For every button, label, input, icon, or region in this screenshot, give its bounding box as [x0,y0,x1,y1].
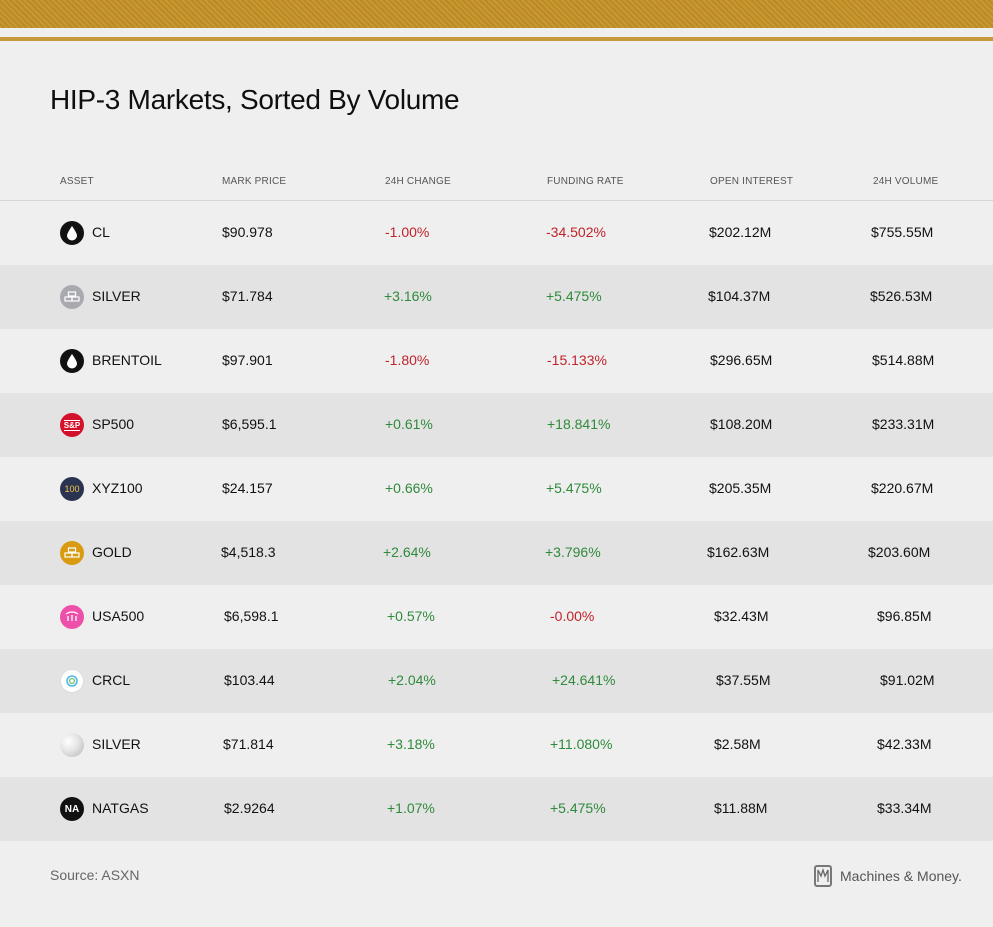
page-title: HIP-3 Markets, Sorted By Volume [50,84,460,115]
asset-name: SP500 [92,416,135,432]
column-header-funding-rate: FUNDING RATE [547,176,624,187]
table-row: CRCL $103.44 +2.04% +24.641% $37.55M $91… [0,649,993,713]
open-interest: $104.37M [708,288,771,304]
table-row: S&P SP500 $6,595.1 +0.61% +18.841% $108.… [0,393,993,457]
mark-price: $6,598.1 [224,608,279,624]
asset-name: NATGAS [92,800,149,816]
change-24h: +2.64% [383,544,431,560]
funding-rate: +5.475% [550,800,606,816]
open-interest: $202.12M [709,224,772,240]
mark-price: $103.44 [224,672,275,688]
asset-name: CL [92,224,110,240]
volume-24h: $96.85M [877,608,932,624]
volume-24h: $220.67M [871,480,934,496]
funding-rate: +24.641% [552,672,616,688]
open-interest: $296.65M [710,352,773,368]
volume-24h: $233.31M [872,416,935,432]
change-24h: +0.66% [385,480,433,496]
open-interest: $162.63M [707,544,770,560]
asset-name: SILVER [92,736,141,752]
usa500-logo-icon [60,605,84,629]
asset-name: GOLD [92,544,132,560]
asset-name: CRCL [92,672,131,688]
mark-price: $71.784 [222,288,273,304]
volume-24h: $755.55M [871,224,934,240]
change-24h: +3.18% [387,736,435,752]
open-interest: $32.43M [714,608,769,624]
sp500-logo-icon: S&P [60,413,84,437]
column-header-24h-change: 24H CHANGE [385,176,451,187]
brand-logo: Machines & Money. [814,864,962,888]
funding-rate: -34.502% [546,224,606,240]
open-interest: $2.58M [714,736,761,752]
funding-rate: +18.841% [547,416,611,432]
column-header-24h-volume: 24H VOLUME [873,176,939,187]
source-note: Source: ASXN [50,867,140,883]
table-row: NA NATGAS $2.9264 +1.07% +5.475% $11.88M… [0,777,993,841]
open-interest: $205.35M [709,480,772,496]
funding-rate: -0.00% [550,608,595,624]
mark-price: $6,595.1 [222,416,277,432]
open-interest: $108.20M [710,416,773,432]
volume-24h: $514.88M [872,352,935,368]
open-interest: $37.55M [716,672,771,688]
change-24h: -1.00% [385,224,430,240]
mark-price: $4,518.3 [221,544,276,560]
natgas-logo-icon: NA [60,797,84,821]
table-row: BRENTOIL $97.901 -1.80% -15.133% $296.65… [0,329,993,393]
change-24h: +0.61% [385,416,433,432]
funding-rate: +5.475% [546,288,602,304]
silver-coin-icon [60,733,84,757]
brand-name: Machines & Money. [840,868,962,884]
top-divider-line [0,37,993,41]
oil-drop-icon [60,221,84,245]
gold-bars-icon [60,541,84,565]
column-header-asset: ASSET [60,176,94,187]
funding-rate: -15.133% [547,352,607,368]
machines-and-money-logo-icon [814,865,832,887]
table-row: USA500 $6,598.1 +0.57% -0.00% $32.43M $9… [0,585,993,649]
asset-name: BRENTOIL [92,352,162,368]
table-row: SILVER $71.814 +3.18% +11.080% $2.58M $4… [0,713,993,777]
mark-price: $90.978 [222,224,273,240]
funding-rate: +3.796% [545,544,601,560]
xyz100-logo-icon: 100 [60,477,84,501]
table-header: ASSET MARK PRICE 24H CHANGE FUNDING RATE… [0,170,993,201]
table-row: GOLD $4,518.3 +2.64% +3.796% $162.63M $2… [0,521,993,585]
column-header-mark-price: MARK PRICE [222,176,287,187]
change-24h: +1.07% [387,800,435,816]
silver-bars-icon [60,285,84,309]
asset-name: SILVER [92,288,141,304]
change-24h: -1.80% [385,352,430,368]
table-row: 100 XYZ100 $24.157 +0.66% +5.475% $205.3… [0,457,993,521]
mark-price: $2.9264 [224,800,275,816]
volume-24h: $91.02M [880,672,935,688]
change-24h: +2.04% [388,672,436,688]
change-24h: +3.16% [384,288,432,304]
table-row: SILVER $71.784 +3.16% +5.475% $104.37M $… [0,265,993,329]
crcl-logo-icon [60,669,84,693]
funding-rate: +11.080% [550,736,613,752]
oil-drop-icon [60,349,84,373]
table-row: CL $90.978 -1.00% -34.502% $202.12M $755… [0,201,993,265]
asset-name: XYZ100 [92,480,143,496]
volume-24h: $526.53M [870,288,933,304]
change-24h: +0.57% [387,608,435,624]
asset-name: USA500 [92,608,145,624]
funding-rate: +5.475% [546,480,602,496]
mark-price: $24.157 [222,480,273,496]
open-interest: $11.88M [714,800,768,816]
column-header-open-interest: OPEN INTEREST [710,176,794,187]
volume-24h: $33.34M [877,800,932,816]
volume-24h: $203.60M [868,544,931,560]
mark-price: $71.814 [223,736,274,752]
volume-24h: $42.33M [877,736,932,752]
mark-price: $97.901 [222,352,273,368]
top-decorative-band [0,0,993,28]
